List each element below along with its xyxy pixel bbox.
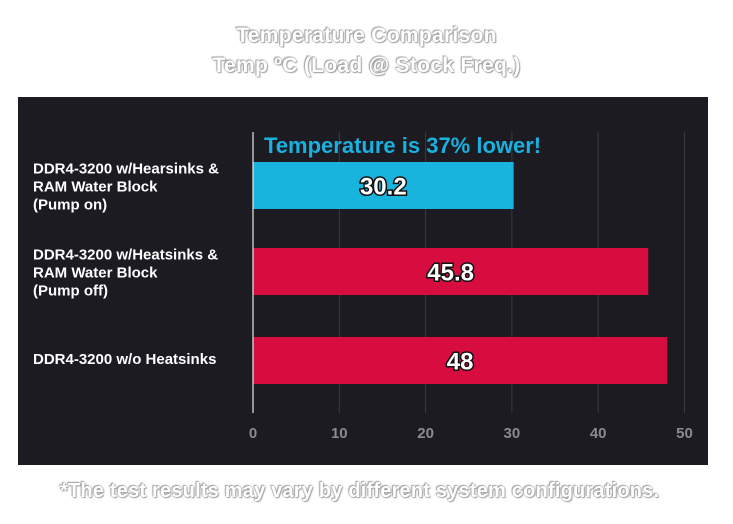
bar — [253, 162, 514, 209]
x-tick-label: 40 — [590, 425, 607, 442]
category-label: (Pump on) — [33, 197, 107, 214]
category-label: DDR4-3200 w/o Heatsinks — [33, 351, 216, 368]
chart-subtitle: Temp ºC (Load @ Stock Freq.) — [212, 54, 521, 77]
category-label: DDR4-3200 w/Heatsinks & — [33, 247, 218, 264]
x-tick-label: 50 — [676, 425, 693, 442]
x-tick-label: 0 — [249, 425, 257, 442]
category-label: (Pump off) — [33, 283, 108, 300]
chart-panel: 30.2 45.8 48 DDR4-3200 w/Hearsinks & RAM Wat… — [18, 97, 708, 465]
x-tick-label: 20 — [417, 425, 434, 442]
callout-annotation: Temperature is 37% lower! — [264, 133, 541, 158]
x-tick-label: 30 — [504, 425, 521, 442]
category-label: DDR4-3200 w/Hearsinks & — [33, 161, 219, 178]
chart-title: Temperature Comparison — [236, 24, 497, 47]
category-label: RAM Water Block — [33, 265, 158, 282]
bar-value-label: 45.8 — [427, 260, 474, 287]
bar-value-label: 48 — [447, 349, 474, 376]
bar — [253, 248, 649, 295]
category-label: RAM Water Block — [33, 179, 158, 196]
bar — [253, 337, 668, 384]
bar-value-label: 30.2 — [360, 174, 407, 201]
footnote: *The test results may vary by different … — [60, 480, 660, 502]
x-tick-label: 10 — [331, 425, 348, 442]
